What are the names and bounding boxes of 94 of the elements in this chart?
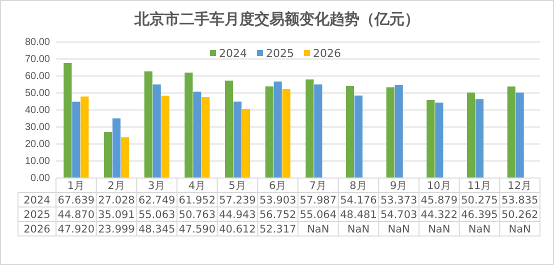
data-label: 62.749 [138,194,176,206]
data-label: 56.752 [259,209,296,221]
data-label: 50.763 [178,209,216,221]
data-label: 54.703 [380,209,418,221]
legend-label: 2024 [219,47,247,60]
bar [64,63,72,178]
data-label: 44.943 [219,209,256,221]
y-tick-label: 60.00 [24,71,50,82]
x-tick-label: 7月 [309,180,328,192]
data-label: 44.322 [420,209,458,221]
data-label: 46.395 [461,209,498,221]
data-label: 47.590 [178,224,216,236]
data-label: 54.176 [340,194,378,206]
bar [274,82,282,178]
data-label: 23.999 [98,224,135,236]
data-label: 47.920 [58,224,95,236]
data-label: 50.262 [501,209,538,221]
data-label: 55.064 [300,209,337,221]
bar [394,85,403,178]
y-tick-label: 10.00 [24,156,50,168]
legend-label: 2025 [266,47,294,60]
x-tick-label: 5月 [228,180,246,192]
data-label: 53.835 [501,194,538,206]
bar [507,86,516,178]
x-tick-label: 6月 [268,180,287,192]
bar [224,80,234,178]
data-label: 57.987 [300,194,337,206]
bar [314,84,322,178]
bar [184,72,193,178]
text: NaN [508,224,531,236]
y-tick-label: 40.00 [24,105,50,116]
bar [161,96,170,178]
x-tick-label: 8月 [350,180,368,192]
bar [193,92,202,178]
x-tick-label: 10月 [426,180,452,192]
bar [72,102,80,178]
data-label: 61.952 [178,194,216,206]
text: NaN [347,224,370,236]
text: NaN [307,224,330,236]
data-label: 57.239 [219,194,256,206]
bar [112,118,121,178]
y-tick-label: 30.00 [24,122,50,134]
y-tick-label: 20.00 [24,139,50,150]
data-label: 48.481 [340,209,377,221]
bar [426,100,435,178]
bar [306,79,314,178]
text: NaN [468,224,491,236]
bar [265,86,274,178]
bar [386,87,394,178]
bar [282,89,290,178]
bar [120,137,130,178]
bar [354,96,363,178]
bar [516,92,524,178]
text: 2024 [24,194,50,206]
data-label: 67.639 [58,194,95,206]
data-label: 44.870 [58,209,95,221]
text: NaN [428,224,450,236]
data-label: 53.903 [259,194,296,206]
x-tick-label: 11月 [467,180,492,192]
x-tick-label: 9月 [390,180,408,192]
text: 2025 [24,209,50,221]
x-tick-label: 12月 [508,180,532,192]
data-label: 52.317 [259,224,296,236]
data-label: 35.091 [98,209,135,221]
bar [346,86,354,178]
data-label: 53.373 [380,194,418,206]
bar [104,132,112,178]
x-tick-label: 4月 [188,180,206,192]
bar [242,108,250,178]
bar [475,99,484,178]
data-label: 40.612 [219,224,256,236]
y-tick-label: 50.00 [24,88,50,100]
data-label: 27.028 [98,194,135,206]
text: NaN [388,224,410,236]
x-tick-label: 1月 [67,180,86,192]
chart-title: 北京市二手车月度交易额变化趋势（亿元） [134,10,420,28]
y-tick-label: 0.00 [30,173,50,184]
data-label: 48.345 [138,224,176,236]
legend-label: 2026 [313,47,341,60]
x-tick-label: 3月 [148,180,166,192]
bar [202,97,210,178]
bar [80,96,89,178]
bar [233,102,242,178]
x-tick-label: 2月 [108,180,126,192]
bar [152,84,161,178]
bar [435,102,444,178]
y-tick-label: 70.00 [24,54,50,66]
bar [466,92,476,178]
bar [144,71,152,178]
data-label: 55.063 [138,209,176,221]
text: 2026 [24,224,50,236]
data-label: 45.879 [420,194,458,206]
y-tick-label: 80.00 [24,37,50,48]
data-label: 50.275 [461,194,498,206]
